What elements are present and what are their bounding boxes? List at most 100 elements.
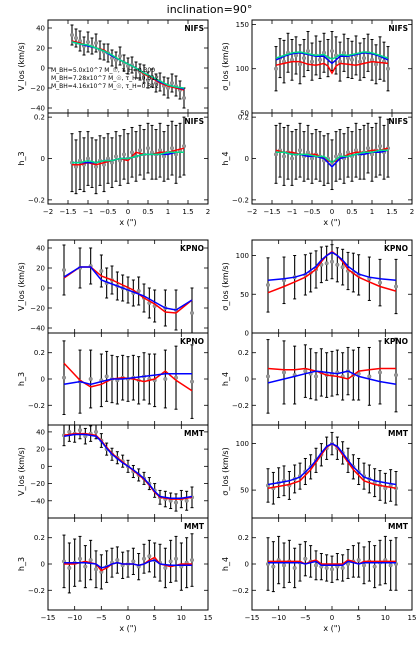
y-tick-label: 0 <box>41 376 45 384</box>
panel-kpno-sig: 0 50 100 σ_los (km/s) KPNO <box>221 239 413 338</box>
data-layer <box>266 431 399 506</box>
x-tick-label: −2 <box>247 208 257 216</box>
data-point <box>145 77 150 82</box>
series-line-blue <box>268 560 396 567</box>
data-point <box>117 54 122 59</box>
x-tick-label: −0.5 <box>304 208 321 216</box>
y-tick-label: −0.2 <box>232 587 249 595</box>
x-tick-label: −1.5 <box>60 208 77 216</box>
series-line-blue <box>63 433 193 499</box>
data-point <box>290 156 295 161</box>
data-point <box>121 152 126 157</box>
legend-entry: M_BH=7.28x10^7 M_☉, τ_H=0.312 <box>51 75 159 82</box>
y-tick-label: −0.2 <box>232 402 249 410</box>
y-tick-label: 40 <box>36 428 45 436</box>
x-tick-label: 0 <box>126 208 130 216</box>
data-point <box>303 369 308 374</box>
data-point <box>394 284 399 289</box>
y-tick-label: −20 <box>30 480 45 488</box>
y-tick-label: 0.2 <box>238 349 249 357</box>
x-tick-label: 0.5 <box>142 208 153 216</box>
y-axis-label: h_3 <box>17 151 26 165</box>
data-point <box>73 164 78 169</box>
y-tick-label: 0.2 <box>238 534 249 542</box>
y-tick-label: 100 <box>236 440 249 448</box>
data-layer <box>62 533 194 594</box>
y-tick-label: −0.2 <box>28 196 45 204</box>
x-tick-label: 2 <box>410 208 414 216</box>
x-axis-label: x (") <box>119 624 136 633</box>
y-axis-label: h_3 <box>17 372 26 386</box>
data-point <box>189 379 194 384</box>
series-line-red <box>275 60 389 75</box>
y-tick-label: 50 <box>240 291 249 299</box>
panel-label: NIFS <box>184 24 204 33</box>
data-point <box>67 565 72 570</box>
series-line-green <box>72 151 184 164</box>
data-point <box>334 154 339 159</box>
x-axis-label: x (") <box>119 218 136 227</box>
y-axis-label: V_los (km/s) <box>17 42 26 91</box>
data-point <box>298 148 303 153</box>
panel-kpno-h3: −0.2 0 0.2 h_3 KPNO <box>17 332 209 426</box>
series-line-green <box>276 149 388 164</box>
y-tick-label: 0 <box>245 330 249 338</box>
y-tick-label: −0.2 <box>28 587 45 595</box>
data-point <box>105 156 110 161</box>
y-axis-label: h_4 <box>221 151 230 165</box>
data-point <box>77 556 82 561</box>
data-point <box>141 556 146 561</box>
data-layer <box>62 244 194 333</box>
data-point <box>93 164 98 169</box>
data-point <box>282 370 287 375</box>
data-point <box>388 563 393 568</box>
y-tick-label: 100 <box>236 252 249 260</box>
panel-label: MMT <box>184 429 205 438</box>
panel-label: KPNO <box>384 244 408 253</box>
x-tick-label: −5 <box>300 614 310 622</box>
panel-nifs-h3: −2 −1.5 −1 −0.5 0 0.5 1 1.5 2 −0.2 0 0.2 h_3x (") NIF… <box>17 112 210 227</box>
panel-label: MMT <box>388 522 409 531</box>
data-point <box>147 554 152 559</box>
data-point <box>168 559 173 564</box>
data-point <box>169 146 174 151</box>
y-axis-label: h_3 <box>17 557 26 571</box>
x-tick-label: −1 <box>83 208 93 216</box>
panel-mmt-h3: −15 −10 −5 0 5 10 15 −0.2 0 0.2 h_3x (") MMT <box>17 517 212 633</box>
x-tick-label: 1 <box>166 208 170 216</box>
data-point <box>189 558 194 563</box>
data-point <box>340 265 345 270</box>
data-point <box>378 370 383 375</box>
data-point <box>306 49 311 54</box>
data-point <box>69 33 74 38</box>
panel-label: NIFS <box>388 117 408 126</box>
data-point <box>145 146 150 151</box>
data-point <box>386 66 391 71</box>
data-layer <box>69 116 186 195</box>
y-tick-label: −40 <box>30 325 45 333</box>
y-tick-label: 150 <box>236 21 249 29</box>
data-point <box>362 56 367 61</box>
data-point <box>173 500 178 505</box>
x-tick-label: 0.5 <box>346 208 357 216</box>
data-layer <box>62 340 194 419</box>
data-point <box>306 150 311 155</box>
panel-nifs-sig: 50 100 150 σ_los (km/s) NIFS <box>221 19 413 118</box>
y-tick-label: 40 <box>36 245 45 253</box>
panel-nifs-v: −40 −20 0 20 40 V_los (km/s) NIFS M_BH=5.0x10^7… <box>17 19 209 114</box>
y-tick-label: −40 <box>30 497 45 505</box>
data-point <box>161 154 166 159</box>
data-point <box>181 95 186 100</box>
data-point <box>330 567 335 572</box>
data-point <box>350 57 355 62</box>
data-point <box>362 563 367 568</box>
data-point <box>131 559 136 564</box>
y-tick-label: 40 <box>36 25 45 33</box>
panel-mmt-v: −40 −20 0 20 40 V_los (km/s) MMT <box>17 424 209 519</box>
data-point <box>93 41 98 46</box>
data-point <box>303 556 308 561</box>
data-layer <box>69 24 186 109</box>
figure-title: inclination=90° <box>167 3 253 16</box>
y-tick-label: 0 <box>41 561 45 569</box>
